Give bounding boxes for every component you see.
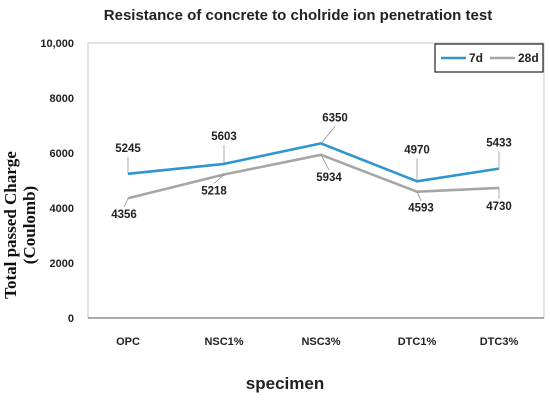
y-tick-label: 2000 [50,258,74,270]
legend-box [434,43,544,73]
y-tick-label: 10,000 [40,38,74,50]
data-label-28d: 5934 [316,172,342,184]
chart-title: Resistance of concrete to cholride ion p… [104,7,492,24]
legend-label-7d: 7d [469,51,483,65]
data-label-28d: 5218 [201,186,227,198]
data-label-28d: 4356 [111,209,137,221]
legend-label-28d: 28d [518,51,539,65]
data-label-7d: 4970 [404,144,430,156]
y-axis-label-line1: Total passed Charge [1,151,20,299]
x-tick-label: OPC [116,336,140,348]
data-label-7d: 5433 [486,138,512,150]
x-tick-label: DTC1% [398,336,437,348]
legend: 7d 28d [434,43,544,73]
series-line-7d [127,142,500,183]
data-label-leader [320,154,330,170]
data-label-28d: 4730 [486,201,512,213]
data-label-7d: 5245 [115,143,141,155]
y-tick-label: 8000 [50,93,74,105]
x-tick-label: DTC3% [480,336,519,348]
data-label-7d: 6350 [322,112,348,124]
data-label-leader [320,126,336,144]
data-label-28d: 4593 [408,203,434,215]
x-axis-ticks: OPC NSC1% NSC3% DTC1% DTC3% [116,336,518,348]
data-label-leader [416,191,422,201]
y-tick-label: 0 [68,313,74,325]
x-tick-label: NSC3% [301,336,340,348]
y-tick-label: 4000 [50,203,74,215]
y-tick-label: 6000 [50,148,74,160]
y-axis-label-line2: (Coulomb) [20,186,39,264]
y-axis-ticks: 0 2000 4000 6000 8000 10,000 [40,38,74,325]
data-label-leader [123,198,129,208]
data-labels: 5245 5603 6350 4970 5433 4356 5218 5934 4593 4730 [111,112,512,221]
series-layer [127,142,500,200]
x-axis-label: specimen [246,374,324,393]
series-line-28d [127,153,500,200]
x-tick-label: NSC1% [204,336,243,348]
data-label-leader [213,174,225,184]
data-label-7d: 5603 [211,131,237,143]
